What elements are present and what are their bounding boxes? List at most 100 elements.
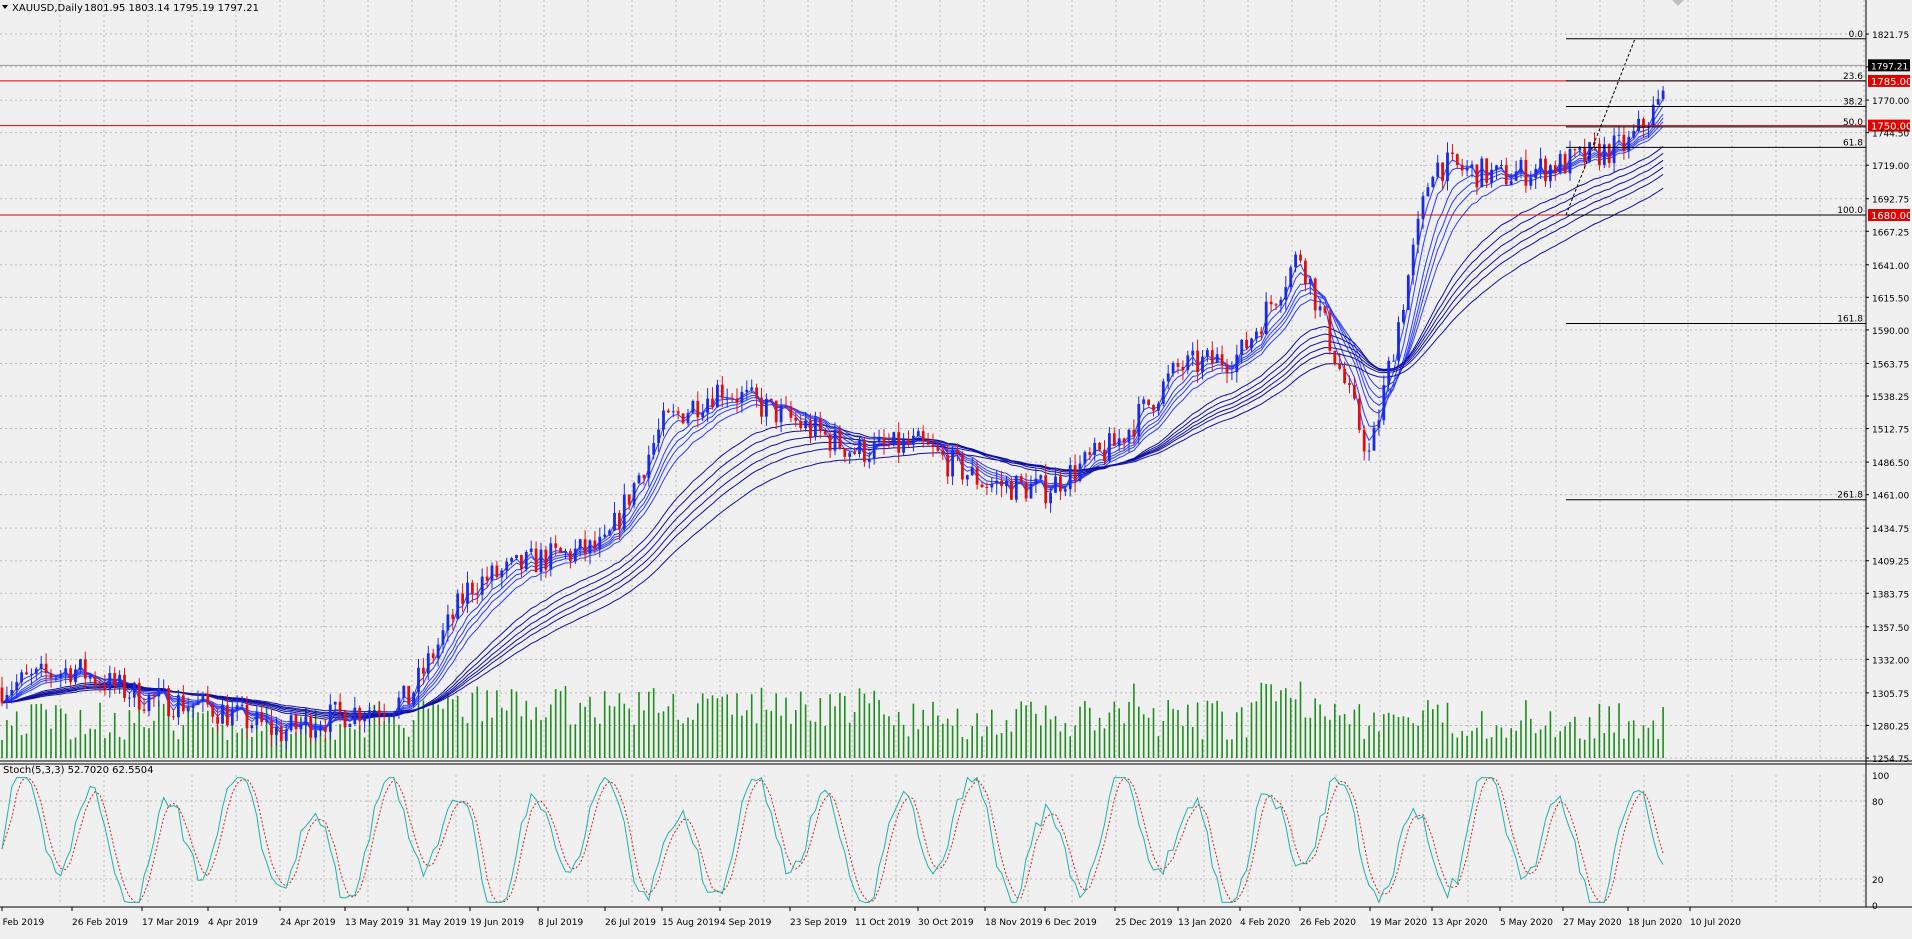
candle-body (373, 710, 376, 712)
candle-body (1284, 287, 1288, 300)
volume-bar (1000, 733, 1003, 758)
volume-bar (1074, 725, 1076, 758)
candle-body (402, 685, 406, 698)
candle-body (1632, 130, 1636, 137)
volume-bar (182, 725, 185, 758)
candle-body (1054, 476, 1057, 493)
volume-bar (1162, 721, 1165, 758)
volume-bar (427, 708, 430, 758)
volume-bar (486, 690, 488, 758)
horizontal-levels[interactable]: 1785.00 1750.00 1680.00 (0, 74, 1912, 222)
price-axis: 1821.751796.001770.001744.501719.001692.… (0, 31, 1910, 765)
candle-body (720, 384, 724, 399)
volume-bar (1329, 719, 1331, 758)
volume-bar (1270, 684, 1272, 758)
symbol-label: XAUUSD,Daily (12, 3, 83, 14)
candle-body (1470, 164, 1474, 168)
volume-bar (1265, 684, 1267, 758)
candle-body (603, 534, 607, 537)
volume-bar (1427, 700, 1429, 758)
candle-body (103, 685, 107, 691)
candle-body (1039, 475, 1043, 479)
candle-body (309, 716, 313, 738)
candle-body (1627, 136, 1631, 152)
volume-bar (1240, 707, 1243, 758)
candle-body (1328, 312, 1332, 351)
candle-body (985, 487, 989, 489)
date-tick-label: 11 Oct 2019 (855, 918, 911, 928)
candle-body (637, 475, 641, 484)
candle-body (407, 685, 411, 705)
price-tick-label: 1461.00 (1872, 492, 1909, 502)
candle-body (598, 536, 602, 549)
candle-body (1196, 350, 1199, 373)
volume-bar (912, 703, 915, 758)
candle-body (1171, 363, 1175, 374)
candle-body (1176, 363, 1180, 367)
candle-body (142, 709, 146, 711)
volume-bar (746, 710, 748, 758)
dropdown-triangle-icon[interactable] (2, 5, 8, 9)
volume-bar (1054, 716, 1057, 758)
chart-header: XAUUSD,Daily 1801.95 1803.14 1795.19 179… (2, 3, 259, 14)
candle-body (1103, 449, 1106, 462)
candle-body (1142, 399, 1146, 404)
candle-body (671, 411, 675, 413)
fib-level-label: 61.8 (1843, 138, 1863, 148)
candle-body (1201, 356, 1204, 373)
candle-body (515, 554, 518, 559)
candlesticks (0, 86, 1665, 750)
volume-bar (657, 712, 660, 758)
candle-body (745, 389, 749, 392)
grid-lines (0, 0, 1912, 908)
candle-body (696, 400, 700, 418)
volume-bar (1534, 733, 1537, 758)
fib-level-label: 261.8 (1837, 491, 1863, 501)
candle-body (622, 494, 626, 530)
date-tick-label: 18 Nov 2019 (985, 918, 1043, 928)
volume-bar (853, 711, 856, 758)
candle-body (1612, 135, 1616, 164)
price-tick-label: 1538.25 (1872, 393, 1909, 403)
candle-body (191, 704, 195, 708)
date-tick-label: 13 Apr 2020 (1432, 918, 1488, 928)
level-price-label: 1785.00 (1871, 77, 1912, 88)
volume-bar (471, 692, 474, 758)
volume-bar (1481, 711, 1483, 758)
volume-bar (1236, 712, 1238, 758)
volume-bar (765, 709, 768, 758)
candle-body (1426, 187, 1430, 197)
candle-body (539, 549, 543, 573)
fibonacci-retracement[interactable]: 0.0 23.6 38.2 50.0 61.8 100.0 161.8 261.8 (1565, 30, 1866, 501)
volume-bar (584, 706, 586, 758)
volume-bar (1044, 705, 1047, 758)
candle-body (1044, 475, 1048, 504)
volume-bar (1407, 717, 1410, 758)
volume-bar (1177, 710, 1179, 758)
candle-body (1073, 465, 1077, 481)
volume-bar (839, 692, 841, 758)
candle-body (838, 429, 842, 449)
candle-body (1318, 306, 1322, 311)
volume-bar (1098, 717, 1101, 758)
volume-bar (1334, 703, 1336, 758)
candle-body (422, 667, 425, 674)
candle-body (951, 450, 954, 477)
candle-body (1299, 254, 1302, 261)
volume-bar (280, 737, 283, 758)
candle-body (1024, 481, 1028, 499)
volume-bar (231, 707, 234, 758)
volume-bar (403, 727, 405, 758)
volume-bar (1446, 702, 1449, 758)
volume-bar (1167, 700, 1169, 758)
candle-body (711, 398, 714, 408)
candle-body (1034, 478, 1038, 485)
candle-body (662, 410, 665, 430)
candle-body (113, 673, 117, 686)
candle-body (652, 443, 656, 455)
candle-body (441, 630, 445, 645)
candle-body (387, 715, 391, 717)
volume-bar (1593, 738, 1596, 758)
